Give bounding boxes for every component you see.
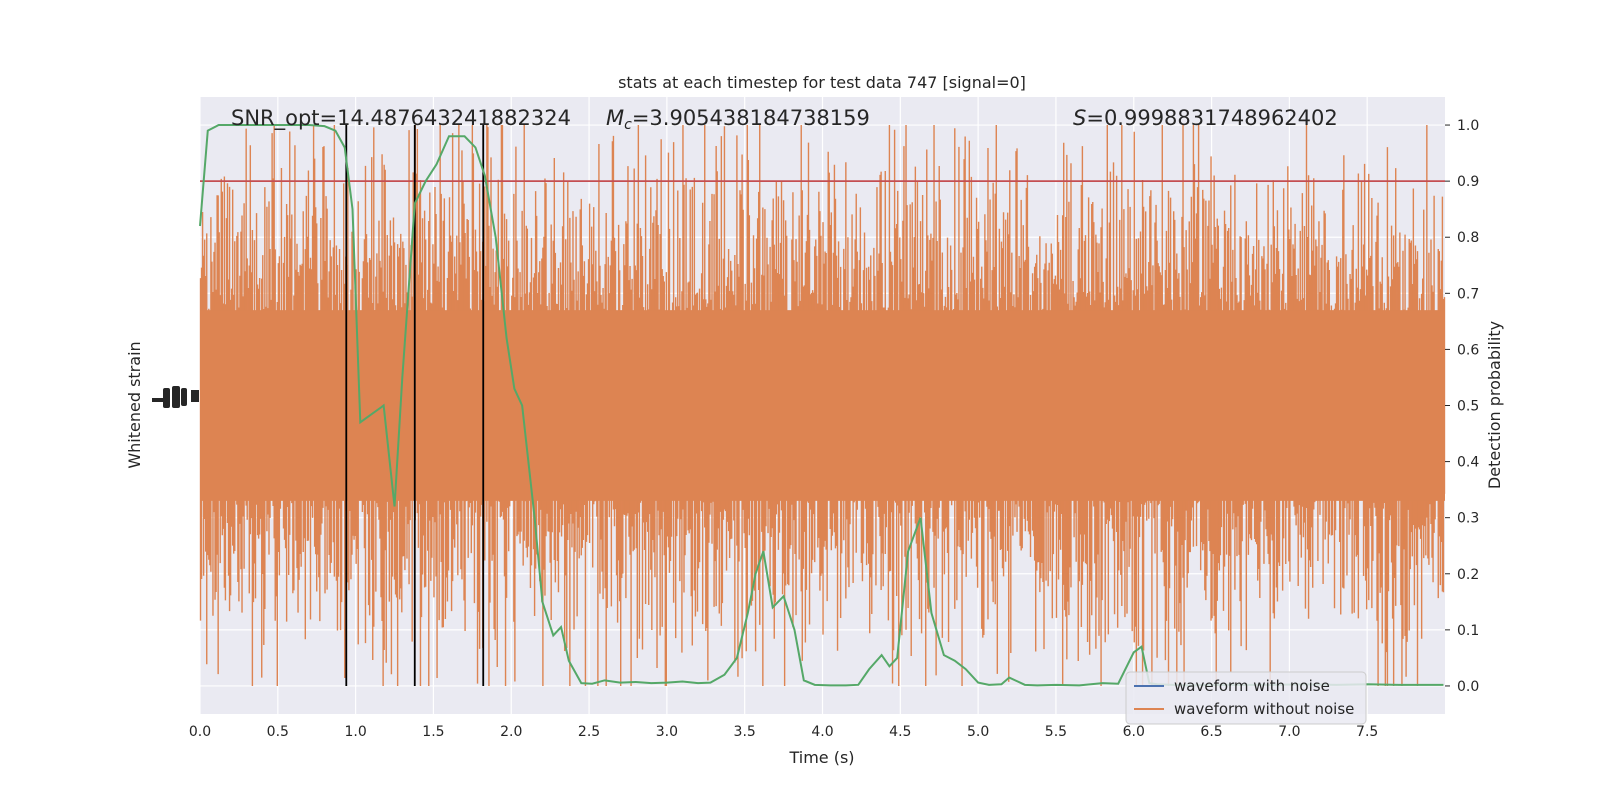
x-tick-label-5: 2.5: [578, 724, 600, 740]
x-tick-label-1: 0.5: [267, 724, 289, 740]
x-tick-label-0: 0.0: [189, 724, 211, 740]
x-tick-label-15: 7.5: [1356, 724, 1378, 740]
legend-box: [1125, 671, 1367, 725]
x-tick-label-6: 3.0: [656, 724, 678, 740]
chirp-mass-annotation: Mc=3.905438184738159: [606, 106, 870, 133]
x-tick-label-14: 7.0: [1278, 724, 1300, 740]
y-tick-label-10: 1.0: [1457, 118, 1479, 134]
y-tick-label-3: 0.3: [1457, 511, 1479, 527]
legend-label-noise: waveform with noise: [1174, 677, 1330, 695]
x-tick-labels: 0.0 0.5 1.0 1.5 2.0 2.5 3.0 3.5 4.0 4.5 5.0 5.5 6.0 6…: [189, 724, 1378, 740]
y-tick-label-7: 0.7: [1457, 286, 1479, 302]
y-tick-label-6: 0.6: [1457, 342, 1479, 358]
y-tick-label-0: 0.0: [1457, 679, 1479, 695]
probability-line: [199, 124, 1444, 687]
chirp-mass-value: =3.905438184738159: [632, 106, 870, 130]
x-tick-label-12: 6.0: [1123, 724, 1145, 740]
x-tick-label-8: 4.0: [811, 724, 833, 740]
y-tick-label-4: 0.4: [1457, 455, 1479, 471]
x-axis-label: Time (s): [788, 748, 854, 767]
chirp-mass-symbol: M: [606, 106, 624, 130]
x-tick-label-7: 3.5: [734, 724, 756, 740]
legend-label-strain: waveform without noise: [1174, 700, 1354, 718]
s-value: =0.9998831748962402: [1086, 106, 1337, 130]
chart-title: stats at each timestep for test data 747…: [618, 73, 1026, 92]
y-tick-label-9: 0.9: [1457, 174, 1479, 190]
x-tick-label-4: 2.0: [500, 724, 522, 740]
x-tick-label-13: 6.5: [1200, 724, 1222, 740]
s-annotation: S=0.9998831748962402: [1073, 106, 1338, 130]
x-tick-label-3: 1.5: [422, 724, 444, 740]
x-tick-label-9: 4.5: [889, 724, 911, 740]
snr-annotation: SNR_opt=14.487643241882324: [231, 106, 571, 131]
y-tick-label-2: 0.2: [1457, 567, 1479, 583]
y-axis-label-left: Whitened strain: [125, 341, 144, 468]
chirp-mass-subscript: c: [624, 117, 632, 133]
strain-band: [200, 310, 1445, 501]
x-tick-label-11: 5.5: [1045, 724, 1067, 740]
x-tick-label-10: 5.0: [967, 724, 989, 740]
legend: waveform with noise waveform without noi…: [1125, 671, 1367, 725]
y-tick-label-1: 0.1: [1457, 623, 1479, 639]
y-tick-labels-right: 0.0 0.1 0.2 0.3 0.4 0.5 0.6 0.7 0.8 0.9 1.0: [1445, 118, 1479, 695]
strain-series: [199, 125, 1446, 686]
y-axis-label-right: Detection probability: [1485, 321, 1504, 489]
vertical-markers: [345, 125, 485, 686]
s-symbol: S: [1073, 106, 1086, 130]
y-tick-label-8: 0.8: [1457, 230, 1479, 246]
left-axis-overlapped-ticks: [152, 386, 199, 408]
x-tick-label-2: 1.0: [344, 724, 366, 740]
y-tick-label-5: 0.5: [1457, 399, 1479, 415]
